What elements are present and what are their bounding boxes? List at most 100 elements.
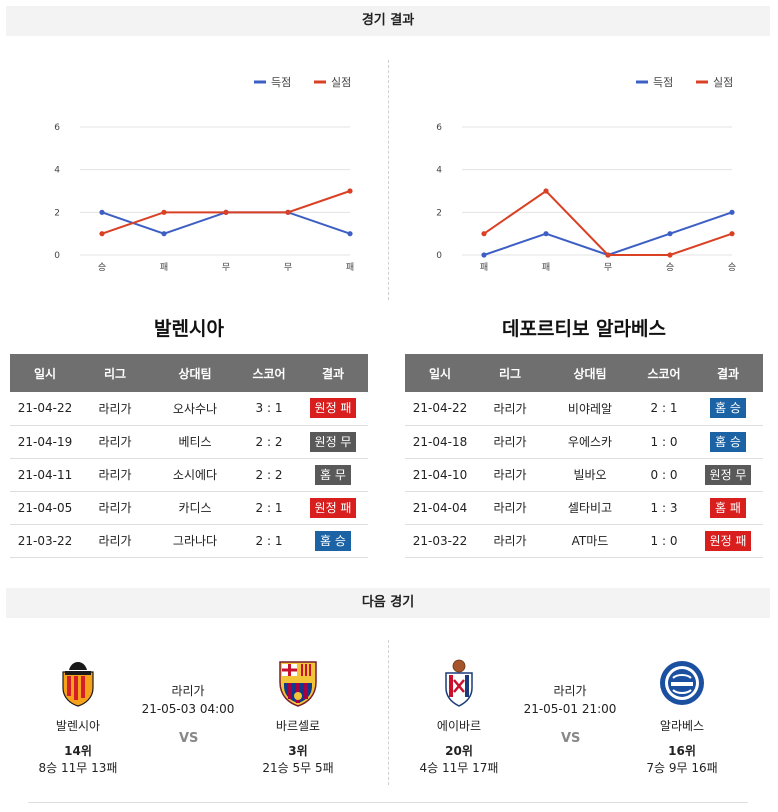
cell-league: 라리가: [80, 392, 150, 426]
cell-score: 2 : 2: [240, 458, 298, 492]
cell-result: 원정 무: [298, 425, 368, 459]
valencia-bat-logo-icon: [62, 662, 94, 707]
match1-home-rank: 14위: [64, 744, 92, 758]
cell-date: 21-03-22: [10, 524, 80, 558]
y-tick-label: 4: [436, 166, 442, 176]
cell-opponent: 셀타비고: [545, 491, 635, 525]
cell-result: 홈 승: [693, 392, 763, 426]
match1-datetime: 21-05-03 04:00: [141, 702, 235, 716]
table-row: 21-04-10 라리가 빌바오 0 : 0 원정 무: [405, 458, 763, 492]
cell-date: 21-04-05: [10, 491, 80, 525]
result-badge: 홈 승: [710, 431, 746, 452]
match2-away-team[interactable]: 알라베스 16위 7승 9무 16패: [632, 658, 732, 776]
x-tick-label: 승: [98, 262, 106, 273]
series-point-conceded: [543, 188, 549, 194]
series-point-conceded: [667, 252, 673, 258]
match2-datetime: 21-05-01 21:00: [523, 702, 617, 716]
cell-result: 원정 패: [298, 392, 368, 426]
bottom-divider: [28, 802, 748, 803]
barcelona-crest-logo-icon: [279, 661, 317, 707]
cell-opponent: 그라나다: [150, 524, 240, 558]
cell-score: 2 : 2: [240, 425, 298, 459]
x-tick-label: 승: [728, 262, 736, 273]
cell-result: 원정 패: [298, 491, 368, 525]
chart-divider: [388, 60, 389, 300]
table-row: 21-04-05 라리가 카디스 2 : 1 원정 패: [10, 491, 368, 525]
x-tick-label: 패: [480, 262, 488, 273]
cell-score: 0 : 0: [635, 458, 693, 492]
col-league: 리그: [475, 354, 545, 392]
team-title-left: 발렌시아: [154, 318, 224, 340]
match2-away-name: 알라베스: [659, 719, 705, 733]
col-score: 스코어: [240, 354, 298, 392]
cell-date: 21-04-22: [405, 392, 475, 426]
next-match-header: 다음 경기: [6, 588, 770, 618]
cell-league: 라리가: [475, 524, 545, 558]
match1-home-team[interactable]: 발렌시아 14위 8승 11무 13패: [28, 658, 128, 776]
col-date: 일시: [10, 354, 80, 392]
y-tick-label: 4: [54, 166, 60, 176]
cell-league: 라리가: [475, 425, 545, 459]
series-point-conceded: [99, 231, 105, 237]
chart-right-svg: 득점 실점 0 2 4 6 패 패 무 승 승: [436, 76, 736, 273]
result-badge: 원정 패: [309, 497, 357, 518]
result-badge: 홈 무: [315, 464, 351, 485]
table-row: 21-04-22 라리가 오사수나 3 : 1 원정 패: [10, 392, 368, 426]
series-point-scored: [543, 231, 549, 237]
cell-result: 홈 승: [693, 425, 763, 459]
result-badge: 원정 패: [309, 398, 357, 419]
match2-home-rank: 20위: [445, 744, 473, 758]
y-tick-label: 6: [436, 123, 442, 133]
cell-date: 21-03-22: [405, 524, 475, 558]
cell-result: 홈 무: [298, 458, 368, 492]
col-opponent: 상대팀: [545, 354, 635, 392]
cell-score: 3 : 1: [240, 392, 298, 426]
series-point-conceded: [605, 252, 611, 258]
series-point-conceded: [223, 209, 229, 215]
series-point-conceded: [285, 209, 291, 215]
match2-league: 라리가: [553, 684, 587, 698]
cell-league: 라리가: [80, 458, 150, 492]
match1-away-name: 바르셀로: [275, 719, 321, 733]
cell-score: 2 : 1: [240, 524, 298, 558]
cell-opponent: AT마드: [545, 524, 635, 558]
cell-date: 21-04-10: [405, 458, 475, 492]
series-point-scored: [99, 209, 105, 215]
table-row: 21-04-22 라리가 비야레알 2 : 1 홈 승: [405, 392, 763, 426]
cell-result: 원정 패: [693, 524, 763, 558]
result-badge: 원정 패: [704, 530, 752, 551]
chart-left-svg: 득점 실점 0 2 4 6 승 패 무 무 패: [54, 76, 354, 273]
cell-league: 라리가: [475, 392, 545, 426]
match1-vs: VS: [179, 731, 199, 746]
match2-info: 라리가 21-05-01 21:00: [515, 682, 625, 716]
x-tick-label: 패: [160, 262, 168, 273]
cell-date: 21-04-22: [10, 392, 80, 426]
cell-score: 2 : 1: [635, 392, 693, 426]
match2-away-record: 7승 9무 16패: [646, 761, 718, 775]
table-row: 21-04-18 라리가 우에스카 1 : 0 홈 승: [405, 425, 763, 459]
series-point-scored: [667, 231, 673, 237]
cell-opponent: 소시에다: [150, 458, 240, 492]
series-line-scored: [101, 211, 351, 235]
result-badge: 원정 무: [309, 431, 357, 452]
y-tick-label: 2: [436, 208, 442, 218]
cell-league: 라리가: [475, 458, 545, 492]
match1-away-team[interactable]: 바르셀로 3위 21승 5무 5패: [248, 658, 348, 776]
cell-score: 1 : 3: [635, 491, 693, 525]
x-tick-label: 패: [542, 262, 550, 273]
result-badge: 홈 승: [315, 530, 351, 551]
chart-left: 득점 실점 0 2 4 6 승 패 무 무 패: [20, 68, 380, 278]
cell-date: 21-04-11: [10, 458, 80, 492]
series-point-scored: [729, 209, 735, 215]
col-league: 리그: [80, 354, 150, 392]
match2-home-team[interactable]: 에이바르 20위 4승 11무 17패: [409, 658, 509, 776]
match-divider: [388, 640, 389, 785]
col-result: 결과: [693, 354, 763, 392]
team-title-right: 데포르티보 알라베스: [502, 318, 666, 340]
x-tick-label: 무: [222, 262, 230, 273]
legend-label-scored: 득점: [271, 76, 291, 89]
y-tick-label: 0: [436, 251, 442, 261]
cell-opponent: 빌바오: [545, 458, 635, 492]
col-opponent: 상대팀: [150, 354, 240, 392]
